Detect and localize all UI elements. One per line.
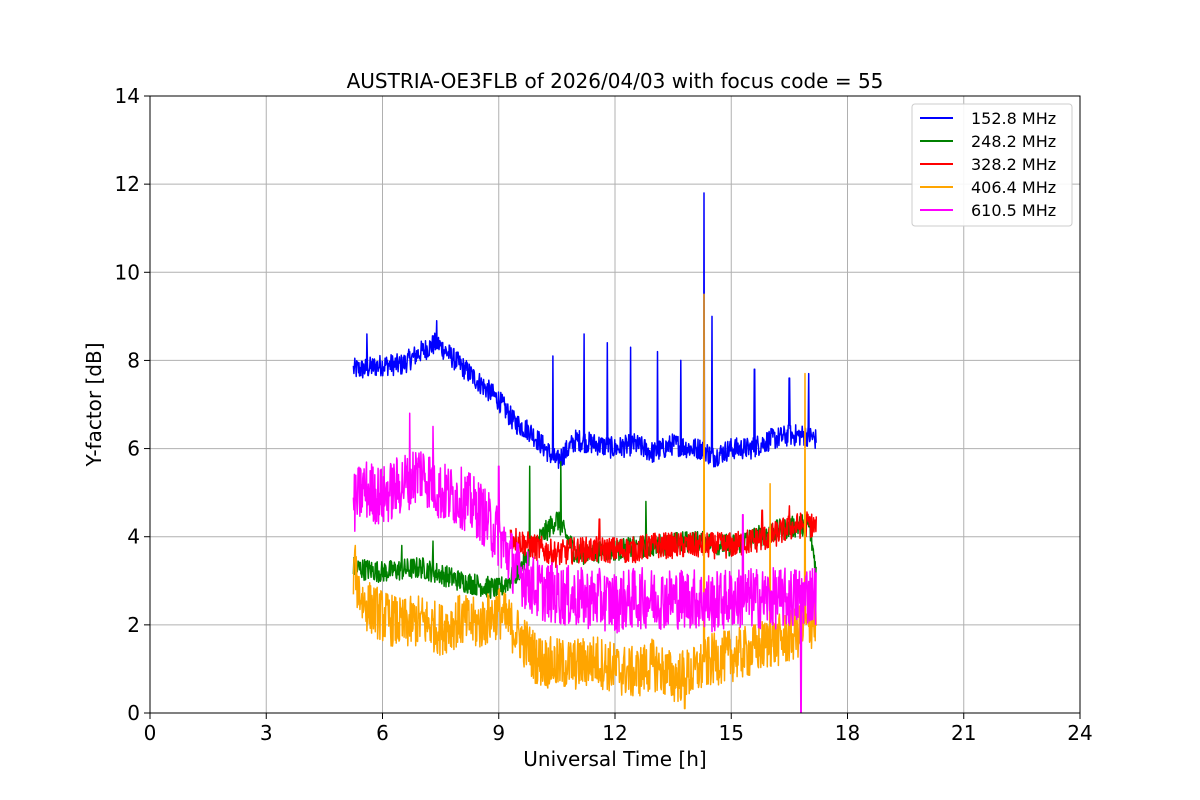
y-axis-ticks: 0 2 4 6 8 10 12 14 <box>115 84 150 725</box>
x-tick-label: 21 <box>951 721 976 745</box>
chart-title: AUSTRIA-OE3FLB of 2026/04/03 with focus … <box>347 69 884 93</box>
series-328-2-mhz <box>509 505 818 569</box>
series-406-4-mhz <box>352 293 817 710</box>
legend-box <box>911 103 1073 227</box>
y-tick-label: 2 <box>127 613 140 637</box>
y-tick-label: 6 <box>127 437 140 461</box>
legend-entry: 610.5 MHz <box>971 201 1056 220</box>
x-tick-label: 24 <box>1067 721 1092 745</box>
legend-entry: 152.8 MHz <box>971 109 1056 128</box>
x-tick-label: 9 <box>492 721 505 745</box>
y-tick-label: 14 <box>115 84 140 108</box>
x-tick-label: 3 <box>260 721 273 745</box>
legend: 152.8 MHz 248.2 MHz 328.2 MHz 406.4 MHz 610.… <box>911 103 1073 227</box>
x-tick-label: 6 <box>376 721 389 745</box>
series-610-5-mhz <box>352 412 817 713</box>
y-axis-label: Y-factor [dB] <box>82 342 106 467</box>
x-axis-label: Universal Time [h] <box>523 747 706 771</box>
legend-entry: 328.2 MHz <box>971 155 1056 174</box>
series-line <box>352 192 817 469</box>
series-line <box>509 505 818 569</box>
series-152-8-mhz <box>352 192 817 469</box>
x-tick-label: 12 <box>602 721 627 745</box>
legend-entry: 248.2 MHz <box>971 132 1056 151</box>
y-tick-label: 8 <box>127 348 140 372</box>
x-axis-ticks: 0 3 6 9 12 15 18 21 24 <box>144 713 1093 745</box>
y-tick-label: 12 <box>115 172 140 196</box>
series-layer <box>352 192 818 713</box>
series-line <box>352 293 817 710</box>
y-tick-label: 10 <box>115 260 140 284</box>
x-tick-label: 0 <box>144 721 157 745</box>
y-tick-label: 0 <box>127 701 140 725</box>
x-tick-label: 15 <box>719 721 744 745</box>
x-tick-label: 18 <box>835 721 860 745</box>
series-line <box>352 412 817 713</box>
y-tick-label: 4 <box>127 525 140 549</box>
legend-entry: 406.4 MHz <box>971 178 1056 197</box>
